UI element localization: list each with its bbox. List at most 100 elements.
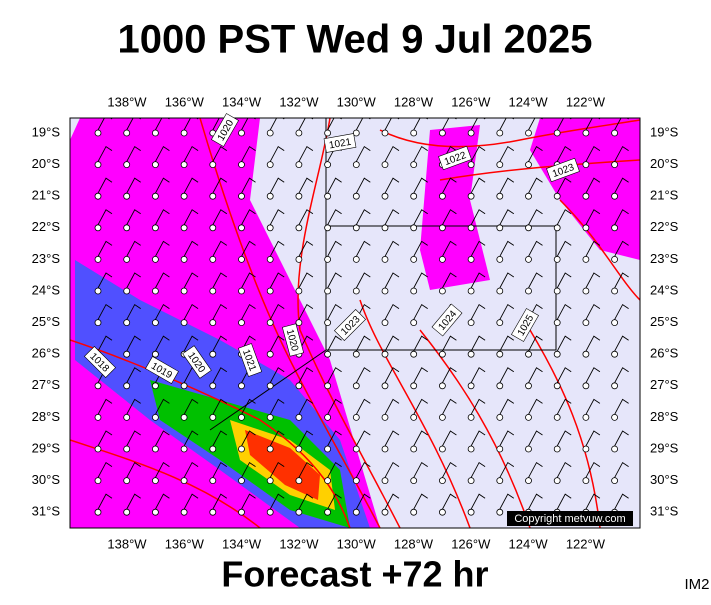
barb (126, 367, 141, 384)
barb (413, 118, 428, 131)
barb (269, 177, 285, 194)
barb (327, 398, 342, 415)
lat-label: 31°S (32, 504, 61, 519)
barb-station (123, 192, 131, 200)
barb (585, 272, 601, 289)
barb (528, 430, 543, 447)
barb-station (639, 290, 640, 292)
barb-station (238, 445, 245, 453)
barb-station (266, 319, 274, 327)
barb (499, 240, 515, 257)
barb-station (410, 350, 418, 358)
barb-station (553, 319, 561, 327)
barb (556, 430, 572, 447)
barb-station (553, 224, 561, 232)
barb-station (582, 255, 590, 263)
map-area (70, 118, 640, 528)
barb (413, 209, 428, 226)
barb (442, 398, 457, 415)
lon-label: 124°W (509, 94, 549, 109)
barb-station (266, 508, 274, 516)
barb-station (209, 255, 217, 263)
barb-station (381, 255, 389, 263)
barb (212, 145, 228, 162)
barb (585, 145, 601, 162)
barb-station (525, 224, 532, 232)
barb-station (496, 224, 504, 232)
barb-station (180, 477, 188, 485)
barb-station (496, 445, 504, 453)
barb-station (123, 129, 131, 137)
barb-station (611, 382, 618, 390)
isobar-label-box (511, 308, 539, 342)
copyright-box (507, 511, 633, 526)
barb-station (467, 161, 475, 169)
barb-station (180, 287, 188, 295)
barb (126, 493, 141, 510)
barb (183, 209, 199, 226)
barb (556, 240, 572, 257)
barb (212, 303, 228, 320)
barb-station (324, 255, 332, 263)
barb-station (525, 382, 532, 390)
barb-station (410, 319, 418, 327)
barb-station (611, 477, 618, 485)
barb (470, 335, 486, 352)
barb (212, 398, 228, 415)
precip-magenta (530, 118, 640, 260)
barb-station (238, 319, 245, 327)
barb (585, 118, 601, 131)
barb (442, 209, 457, 226)
barb-station (151, 287, 159, 295)
barb (155, 209, 170, 226)
barb (355, 461, 371, 478)
barb-station (180, 192, 188, 200)
barb (442, 177, 457, 194)
barb-station (582, 287, 590, 295)
barb (442, 461, 457, 478)
barb (470, 240, 486, 257)
barb-station (180, 255, 188, 263)
barb-station (496, 382, 504, 390)
barb-station (582, 382, 590, 390)
barb-station (639, 226, 640, 229)
barb-station (410, 287, 418, 295)
barb (556, 367, 572, 384)
barb (614, 493, 629, 510)
barb (614, 177, 629, 194)
barb (298, 430, 314, 447)
barb-station (209, 319, 217, 327)
barb (528, 209, 543, 226)
barb (614, 335, 629, 352)
barb (470, 209, 486, 226)
lat-label: 26°S (650, 346, 679, 361)
barb-station (438, 350, 446, 358)
barb-station (352, 350, 360, 358)
barb-station (639, 416, 640, 419)
barb-station (352, 287, 360, 295)
barb (327, 240, 342, 257)
barb (470, 461, 486, 478)
barb-station (467, 129, 475, 137)
barb-station (238, 129, 245, 137)
barb (126, 398, 141, 415)
barb-station (553, 413, 561, 421)
lon-label: 134°W (222, 94, 262, 109)
barb-station (352, 224, 360, 232)
barb (499, 145, 515, 162)
barb-station (639, 353, 640, 356)
barb (384, 118, 400, 131)
title: 1000 PST Wed 9 Jul 2025 (117, 18, 592, 62)
barb-station (553, 287, 561, 295)
barb-station (496, 129, 504, 137)
barb-station (151, 161, 159, 169)
barb (241, 461, 256, 478)
barb-station (94, 445, 102, 453)
barb-station (438, 382, 446, 390)
barb-station (553, 129, 561, 137)
barb (355, 335, 371, 352)
barb (470, 145, 486, 162)
lon-label: 134°W (222, 536, 262, 551)
lon-label: 138°W (107, 94, 147, 109)
barb (556, 493, 572, 510)
